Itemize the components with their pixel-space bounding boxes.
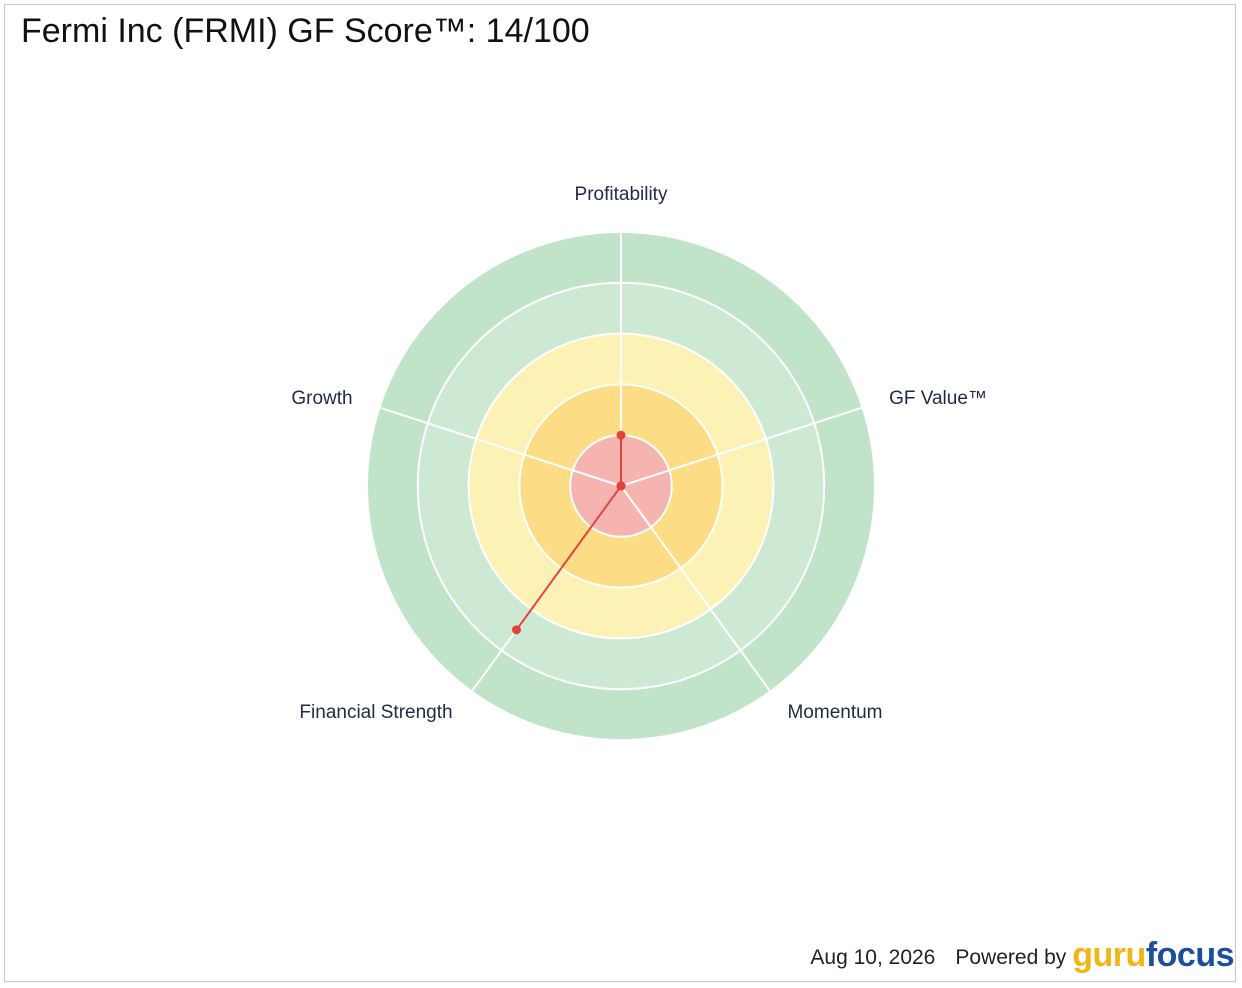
score-point-3: [511, 625, 521, 635]
score-point-4: [616, 481, 626, 491]
axis-label-2: Momentum: [787, 702, 882, 723]
spoke-2: [620, 485, 772, 693]
radar-spokes: [379, 232, 863, 693]
logo-guru: guru: [1072, 936, 1146, 974]
axis-label-3: Financial Strength: [299, 702, 452, 723]
footer: Aug 10, 2026 Powered by gurufocus: [810, 928, 1234, 988]
axis-label-4: Growth: [291, 388, 352, 409]
score-point-0: [616, 430, 626, 440]
gurufocus-logo[interactable]: gurufocus: [1072, 938, 1234, 972]
chart-date: Aug 10, 2026: [810, 946, 936, 969]
spoke-4: [379, 406, 622, 487]
axis-labels: Profitability GF Value™ Momentum Financial …: [291, 184, 987, 723]
spoke-1: [620, 406, 863, 487]
logo-focus: focus: [1145, 936, 1235, 974]
axis-label-1: GF Value™: [889, 388, 987, 409]
page-title: Fermi Inc (FRMI) GF Score™: 14/100: [21, 12, 590, 50]
powered-by-text: Powered by: [955, 946, 1067, 969]
score-trace: [511, 430, 626, 635]
axis-label-0: Profitability: [575, 184, 668, 205]
